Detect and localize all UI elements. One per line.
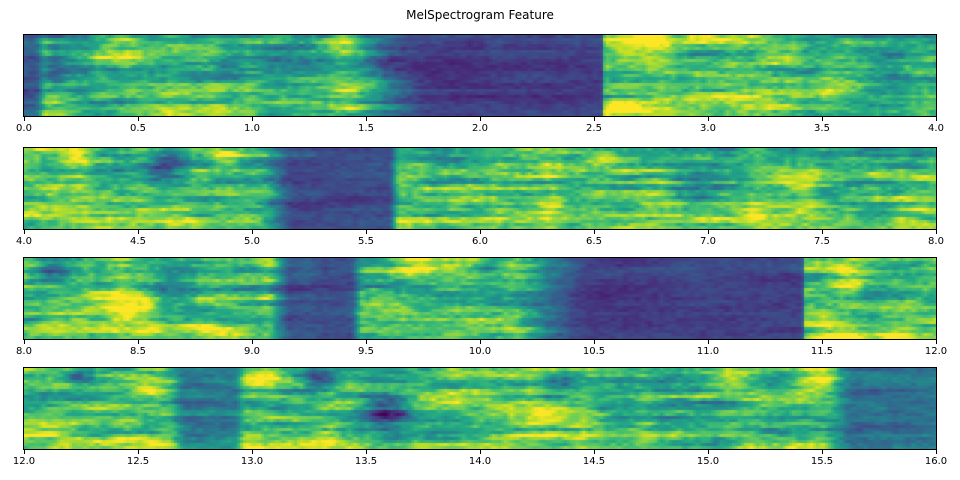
x-tick-label: 3.0 (700, 123, 716, 134)
x-tick-mark (137, 117, 139, 121)
x-tick-label: 5.0 (244, 236, 260, 247)
x-tick-label: 8.5 (130, 346, 146, 357)
x-tick-label: 3.5 (814, 123, 830, 134)
x-axis-ticks-panel-1: 0.0 0.5 1.0 1.5 2.0 2.5 3.0 3.5 4.0 (16, 117, 944, 139)
x-tick-label: 4.0 (16, 236, 32, 247)
axes-panel-1 (23, 34, 937, 117)
x-axis-ticks-panel-3: 8.0 8.5 9.0 9.5 10.0 10.5 11.0 11.5 12.0 (16, 340, 947, 362)
x-tick-label: 1.5 (358, 123, 374, 134)
x-tick-mark (23, 340, 25, 344)
x-tick-mark (821, 230, 823, 234)
x-tick-mark (23, 450, 25, 454)
x-tick-label: 11.5 (810, 346, 834, 357)
x-tick-label: 9.5 (358, 346, 374, 357)
x-tick-label: 12.0 (12, 456, 36, 467)
x-tick-mark (23, 117, 25, 121)
x-tick-mark (821, 340, 823, 344)
x-tick-label: 14.5 (582, 456, 606, 467)
x-tick-label: 8.0 (928, 236, 944, 247)
x-tick-mark (593, 117, 595, 121)
x-tick-label: 0.5 (130, 123, 146, 134)
x-tick-mark (251, 117, 253, 121)
axes-panel-4 (23, 367, 937, 450)
x-tick-label: 13.0 (240, 456, 264, 467)
x-tick-label: 12.5 (126, 456, 150, 467)
x-tick-mark (935, 117, 937, 121)
x-tick-label: 4.0 (928, 123, 944, 134)
x-tick-label: 13.5 (354, 456, 378, 467)
x-tick-mark (479, 450, 481, 454)
axes-panel-3 (23, 257, 937, 340)
x-tick-mark (821, 450, 823, 454)
x-tick-mark (479, 117, 481, 121)
x-tick-mark (707, 117, 709, 121)
x-tick-label: 6.5 (586, 236, 602, 247)
x-tick-mark (365, 340, 367, 344)
x-tick-mark (935, 450, 937, 454)
x-tick-label: 15.5 (810, 456, 834, 467)
x-tick-label: 6.0 (472, 236, 488, 247)
x-tick-mark (137, 230, 139, 234)
x-tick-mark (365, 117, 367, 121)
x-tick-label: 5.5 (358, 236, 374, 247)
x-tick-mark (935, 230, 937, 234)
x-axis-ticks-panel-4: 12.0 12.5 13.0 13.5 14.0 14.5 15.0 15.5 16.0 (13, 450, 947, 472)
x-tick-label: 0.0 (16, 123, 32, 134)
x-tick-mark (251, 340, 253, 344)
x-tick-mark (821, 117, 823, 121)
axes-panel-2 (23, 147, 937, 230)
x-tick-mark (593, 450, 595, 454)
x-tick-label: 14.0 (468, 456, 492, 467)
x-tick-mark (707, 230, 709, 234)
x-tick-mark (707, 340, 709, 344)
x-tick-label: 2.5 (586, 123, 602, 134)
x-tick-mark (593, 340, 595, 344)
x-axis-ticks-panel-2: 4.0 4.5 5.0 5.5 6.0 6.5 7.0 7.5 8.0 (16, 230, 944, 252)
x-tick-mark (251, 230, 253, 234)
x-tick-label: 9.0 (244, 346, 260, 357)
spectrogram-heatmap-1 (24, 35, 936, 116)
x-tick-label: 10.5 (582, 346, 606, 357)
x-tick-mark (251, 450, 253, 454)
figure-title: MelSpectrogram Feature (406, 8, 554, 22)
spectrogram-heatmap-2 (24, 148, 936, 229)
x-tick-mark (707, 450, 709, 454)
x-tick-label: 4.5 (130, 236, 146, 247)
x-tick-label: 1.0 (244, 123, 260, 134)
x-tick-mark (365, 230, 367, 234)
x-tick-label: 7.0 (700, 236, 716, 247)
x-tick-label: 2.0 (472, 123, 488, 134)
x-tick-mark (479, 340, 481, 344)
x-tick-mark (935, 340, 937, 344)
spectrogram-heatmap-3 (24, 258, 936, 339)
x-tick-label: 10.0 (468, 346, 492, 357)
x-tick-label: 11.0 (696, 346, 720, 357)
x-tick-mark (137, 450, 139, 454)
x-tick-mark (137, 340, 139, 344)
x-tick-label: 16.0 (924, 456, 948, 467)
x-tick-mark (479, 230, 481, 234)
x-tick-mark (593, 230, 595, 234)
spectrogram-heatmap-4 (24, 368, 936, 449)
x-tick-label: 8.0 (16, 346, 32, 357)
x-tick-mark (23, 230, 25, 234)
x-tick-mark (365, 450, 367, 454)
x-tick-label: 15.0 (696, 456, 720, 467)
x-tick-label: 7.5 (814, 236, 830, 247)
x-tick-label: 12.0 (924, 346, 948, 357)
